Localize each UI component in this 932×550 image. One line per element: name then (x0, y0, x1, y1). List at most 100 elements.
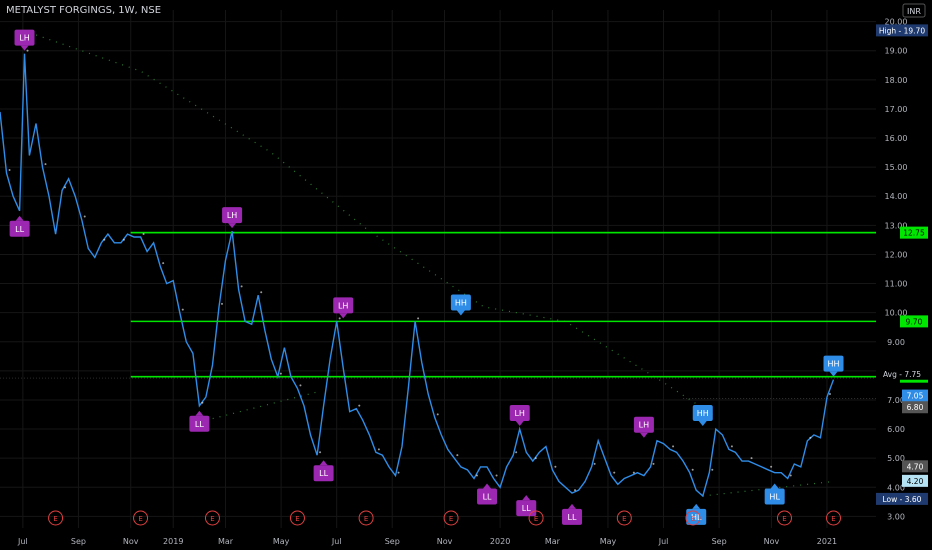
x-tick-label: Sep (71, 537, 86, 546)
signal-dot (26, 49, 29, 52)
signal-dot (770, 465, 773, 468)
level-tag-text: 12.75 (903, 229, 925, 238)
signal-dot (397, 471, 400, 474)
signal-dot (711, 468, 714, 471)
signal-dot (279, 372, 282, 375)
x-tick-label: Nov (437, 537, 453, 546)
y-tick-label: 15.00 (885, 163, 908, 172)
y-tick-label: 5.00 (887, 454, 905, 463)
swing-label-text: LL (195, 420, 204, 429)
signal-dot (377, 448, 380, 451)
signal-dot (44, 163, 47, 166)
signal-dot (142, 232, 145, 235)
swing-labels: LH LL LH LL LH LL HH LL LH LL LL LH HL HH HL HH (9, 29, 844, 525)
swing-label-box (823, 355, 844, 372)
swing-label-text: HL (769, 493, 780, 502)
y-tick-label: 14.00 (885, 192, 908, 201)
x-tick-label: Mar (218, 537, 234, 546)
y-tick-label: 9.00 (887, 338, 905, 347)
x-tick-label: Jul (17, 537, 28, 546)
price-tag-text: 4.20 (907, 477, 924, 486)
level-tag-text: 9.70 (906, 317, 923, 326)
earnings-marker (685, 510, 701, 526)
price-tag-text: High - 19.70 (879, 26, 925, 35)
signal-dot (221, 302, 223, 305)
swing-label-pointer (692, 503, 701, 509)
price-tag-box (902, 401, 928, 414)
support-trendline (205, 390, 321, 421)
signal-dot (534, 457, 537, 460)
x-tick-label: Mar (545, 537, 561, 546)
signal-dot (554, 465, 557, 468)
swing-label-pointer (456, 310, 465, 316)
earnings-marker (443, 510, 459, 526)
swing-label-pointer (515, 421, 524, 427)
swing-label-box (692, 405, 713, 422)
price-tag-text: 4.70 (907, 462, 924, 471)
support-trendline (702, 480, 834, 497)
y-tick-label: 12.00 (885, 250, 908, 259)
price-tag-text: Low - 3.60 (883, 495, 922, 504)
swing-label-box (477, 488, 498, 505)
signal-dot (358, 404, 361, 407)
signal-dot (475, 474, 478, 477)
y-tick-label: 7.00 (887, 396, 905, 405)
signal-dot (338, 317, 341, 320)
signal-dot (201, 401, 204, 404)
signal-dot (593, 462, 596, 465)
x-tick-label: Jul (658, 537, 669, 546)
grid (0, 10, 876, 528)
x-tick-label: Sep (385, 537, 400, 546)
signal-dot (162, 262, 165, 265)
signal-dot (240, 285, 243, 288)
swing-label-box (222, 207, 243, 224)
price-tag-box (876, 492, 928, 505)
swing-label-box (333, 297, 354, 314)
currency-badge[interactable]: INR (902, 3, 926, 18)
swing-label-text: HH (455, 298, 467, 307)
signal-dot (632, 471, 635, 474)
swing-label-pointer (639, 432, 648, 438)
earnings-marker-text: E (622, 515, 626, 523)
level-tag-box (900, 226, 928, 239)
price-line (0, 53, 835, 498)
swing-label-text: LH (338, 301, 348, 310)
earnings-marker (133, 510, 149, 526)
signal-dot (652, 462, 655, 465)
swing-label-text: HL (691, 513, 702, 522)
signal-dot (64, 186, 67, 189)
level-tag-box (900, 315, 928, 328)
signal-dot (103, 238, 106, 241)
y-tick-label: 16.00 (885, 134, 908, 143)
x-tick-label: May (600, 537, 617, 546)
x-tick-label: Nov (764, 537, 780, 546)
swing-label-text: LL (319, 469, 328, 478)
signal-dot (691, 468, 694, 471)
earnings-marker-text: E (364, 515, 368, 523)
swing-label-pointer (20, 45, 29, 51)
earnings-marker (528, 510, 544, 526)
swing-label-pointer (698, 421, 707, 427)
x-tick-label: Jul (331, 537, 342, 546)
y-tick-label: 18.00 (885, 76, 908, 85)
swing-label-pointer (483, 483, 492, 489)
signal-dot (809, 436, 812, 439)
signal-dot (574, 489, 577, 492)
swing-label-pointer (770, 483, 779, 489)
signal-dot (515, 451, 518, 454)
price-tag-text: 6.80 (907, 403, 924, 412)
swing-label-text: LL (15, 225, 24, 234)
swing-label-text: LL (483, 493, 492, 502)
x-tick-label: 2019 (163, 537, 183, 546)
signal-dot (750, 457, 753, 460)
swing-label-text: LH (514, 409, 524, 418)
signal-dot (8, 168, 11, 171)
earnings-marker-text: E (534, 515, 538, 523)
swing-label-pointer (522, 495, 531, 501)
signal-dot (828, 393, 831, 396)
signal-dot (456, 454, 459, 457)
swing-label-pointer (568, 503, 577, 509)
